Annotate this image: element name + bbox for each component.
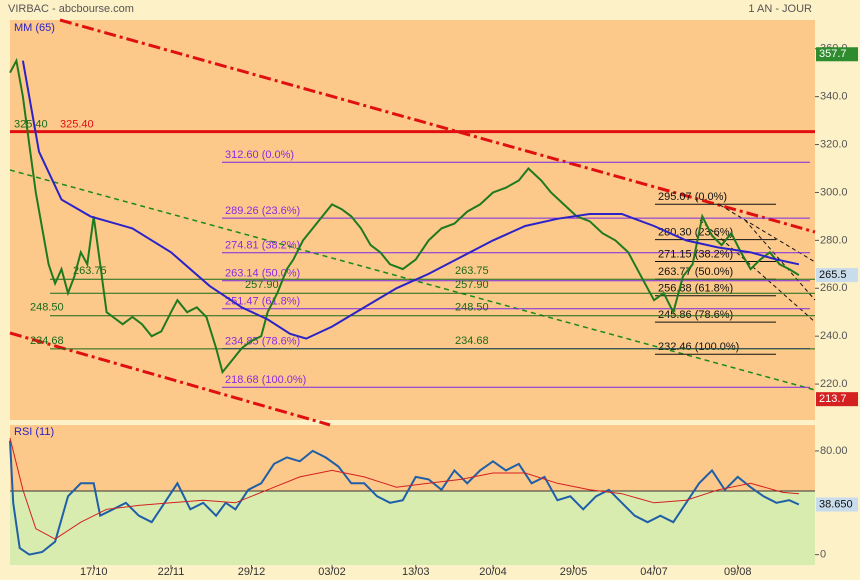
price-tag-label: 265.5	[819, 269, 847, 281]
trend-line	[9, 169, 816, 391]
support-label: 263.75	[73, 265, 107, 277]
price-tag-label: 357.7	[819, 48, 847, 60]
y-tick-label: 340.0	[820, 91, 848, 103]
level-label: 325.40	[14, 119, 48, 131]
level-label: 325.40	[60, 119, 94, 131]
y-tick-label: 80.00	[820, 445, 848, 457]
y-tick-label: 320.0	[820, 138, 848, 150]
fib-label: 295.07 (0.0%)	[658, 191, 727, 203]
y-tick-label: 260.0	[820, 282, 848, 294]
trend-line	[9, 331, 331, 427]
x-tick-label: 03/02	[318, 566, 346, 578]
title: VIRBAC - abcbourse.com	[8, 3, 134, 15]
support-label: 248.50	[455, 302, 489, 314]
fib-label: 232.46 (100.0%)	[658, 341, 739, 353]
price-tag	[816, 268, 858, 283]
fib-label: 263.77 (50.0%)	[658, 266, 733, 278]
fib-label: 312.60 (0.0%)	[225, 149, 294, 161]
support-label: 257.90	[455, 279, 489, 291]
series-line	[21, 60, 800, 340]
x-tick-label: 29/05	[560, 566, 588, 578]
x-tick-label: 04/07	[640, 566, 668, 578]
indicator-label: MM (65)	[14, 22, 55, 34]
x-tick-label: 29/12	[238, 566, 266, 578]
fib-label: 289.26 (23.6%)	[225, 205, 300, 217]
fib-label: 256.88 (61.8%)	[658, 283, 733, 295]
price-tag	[816, 497, 858, 512]
y-tick-label: 220.0	[820, 378, 848, 390]
fib-label: 234.85 (78.6%)	[225, 335, 300, 347]
trend-line	[699, 219, 816, 323]
fib-label: 251.47 (61.8%)	[225, 296, 300, 308]
fib-label: 274.81 (38.2%)	[225, 240, 300, 252]
price-panel	[10, 20, 815, 420]
price-tag-label: 213.7	[819, 393, 847, 405]
trend-line	[744, 219, 816, 301]
support-label: 248.50	[30, 302, 64, 314]
y-tick-label: 280.0	[820, 234, 848, 246]
x-tick-label: 13/03	[402, 566, 430, 578]
support-label: 257.90	[245, 279, 279, 291]
y-tick-label: 300.0	[820, 186, 848, 198]
rsi-lower	[10, 491, 815, 565]
period: 1 AN - JOUR	[748, 3, 812, 15]
x-tick-label: 17/10	[80, 566, 108, 578]
support-label: 263.75	[455, 265, 489, 277]
series-line	[9, 437, 799, 540]
x-tick-label: 22/11	[158, 566, 185, 578]
support-label: 234.68	[455, 335, 489, 347]
price-tag-label: 38.650	[819, 498, 853, 510]
rsi-upper	[10, 425, 815, 491]
indicator-label: RSI (11)	[14, 426, 54, 438]
series-line	[9, 440, 800, 556]
fib-label: 218.68 (100.0%)	[225, 374, 306, 386]
y-tick-label: 0	[820, 549, 826, 561]
fib-label: 245.86 (78.6%)	[658, 309, 733, 321]
x-tick-label: 20/04	[479, 566, 507, 578]
support-label: 234.68	[30, 335, 64, 347]
price-tag	[816, 392, 858, 407]
trend-line	[59, 18, 816, 234]
x-tick-label: 09/08	[724, 566, 752, 578]
series-line	[9, 57, 800, 375]
price-tag	[816, 47, 858, 62]
y-tick-label: 240.0	[820, 330, 848, 342]
fib-label: 263.14 (50.0%)	[225, 268, 300, 280]
